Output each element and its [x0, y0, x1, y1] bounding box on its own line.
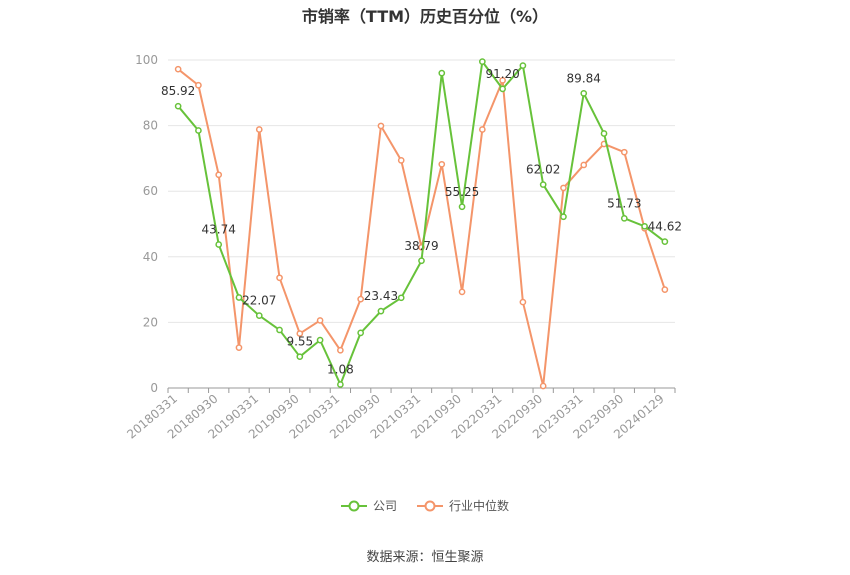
point-industry-11 — [397, 157, 405, 164]
legend-industry-marker — [417, 500, 443, 511]
point-company-8 — [337, 381, 344, 388]
point-company-14 — [458, 203, 466, 211]
point-company-21 — [600, 130, 608, 137]
data-label-company-8: 1.08 — [327, 362, 354, 376]
point-company-1 — [195, 127, 202, 134]
point-company-22 — [620, 214, 628, 222]
legend: 公司 行业中位数 — [0, 497, 850, 514]
legend-item-company[interactable]: 公司 — [340, 497, 397, 514]
legend-industry-label: 行业中位数 — [449, 499, 510, 513]
point-company-2 — [215, 241, 223, 248]
point-industry-22 — [620, 148, 628, 156]
data-label-company-16: 91.20 — [485, 67, 519, 81]
point-company-0 — [174, 102, 182, 110]
legend-company-label: 公司 — [372, 499, 397, 513]
point-company-11 — [397, 294, 405, 302]
point-company-6 — [296, 353, 304, 361]
point-company-18 — [539, 181, 547, 188]
chart-title: 市销率（TTM）历史百分位（%） — [301, 7, 549, 26]
point-industry-15 — [478, 126, 486, 133]
point-industry-19 — [560, 184, 567, 192]
point-company-12 — [418, 257, 425, 265]
point-company-5 — [276, 326, 283, 334]
y-tick-label-100: 100 — [135, 53, 158, 67]
y-tick-label-0: 0 — [150, 381, 158, 395]
point-industry-20 — [580, 161, 588, 169]
data-label-company-12: 38.79 — [404, 239, 438, 253]
point-industry-4 — [255, 126, 263, 133]
data-label-company-18: 62.02 — [526, 163, 560, 177]
point-industry-13 — [438, 160, 446, 168]
point-company-10 — [377, 307, 385, 315]
data-label-company-6: 9.55 — [286, 335, 313, 349]
point-industry-3 — [235, 344, 243, 352]
point-company-9 — [357, 329, 365, 337]
data-label-company-22: 51.73 — [607, 196, 641, 210]
point-industry-17 — [519, 298, 527, 306]
point-industry-2 — [215, 171, 223, 179]
point-company-13 — [438, 69, 446, 77]
point-company-24 — [661, 238, 669, 245]
legend-item-industry[interactable]: 行业中位数 — [417, 497, 509, 514]
point-company-3 — [235, 294, 243, 301]
point-company-15 — [478, 58, 486, 65]
source-note: 数据来源：恒生聚源 — [366, 550, 484, 565]
series-layer — [174, 58, 669, 390]
data-label-company-20: 89.84 — [567, 71, 601, 85]
y-tick-label-60: 60 — [143, 184, 158, 198]
point-company-4 — [255, 312, 263, 319]
data-label-company-14: 55.25 — [445, 185, 479, 199]
point-industry-1 — [195, 81, 202, 89]
data-label-company-2: 43.74 — [202, 223, 236, 237]
point-company-23 — [641, 222, 648, 230]
data-label-company-0: 85.92 — [161, 84, 195, 98]
legend-company-marker — [340, 500, 367, 511]
point-industry-14 — [458, 288, 466, 296]
y-tick-label-20: 20 — [143, 315, 158, 329]
point-industry-24 — [661, 286, 669, 293]
data-label-company-10: 23.43 — [364, 289, 398, 303]
data-label-layer: 85.92 43.74 22.07 9.55 1.08 23.43 38.79 55.25 91… — [161, 67, 682, 377]
point-company-17 — [519, 62, 527, 69]
point-industry-6 — [296, 330, 304, 337]
point-industry-5 — [276, 274, 283, 282]
point-company-16 — [499, 85, 506, 93]
point-company-7 — [316, 336, 324, 344]
point-industry-10 — [377, 122, 385, 130]
point-industry-18 — [539, 382, 547, 390]
y-tick-label-40: 40 — [143, 250, 158, 264]
point-company-19 — [560, 213, 567, 221]
point-industry-7 — [316, 317, 324, 324]
point-industry-8 — [337, 346, 344, 354]
point-industry-9 — [357, 295, 365, 303]
point-company-20 — [580, 89, 588, 97]
y-tick-label-80: 80 — [143, 119, 158, 133]
data-label-company-24: 44.62 — [648, 220, 682, 234]
point-industry-16 — [499, 76, 506, 84]
data-label-company-4: 22.07 — [242, 294, 276, 308]
series-line-industry — [177, 68, 666, 388]
point-industry-0 — [174, 65, 182, 73]
